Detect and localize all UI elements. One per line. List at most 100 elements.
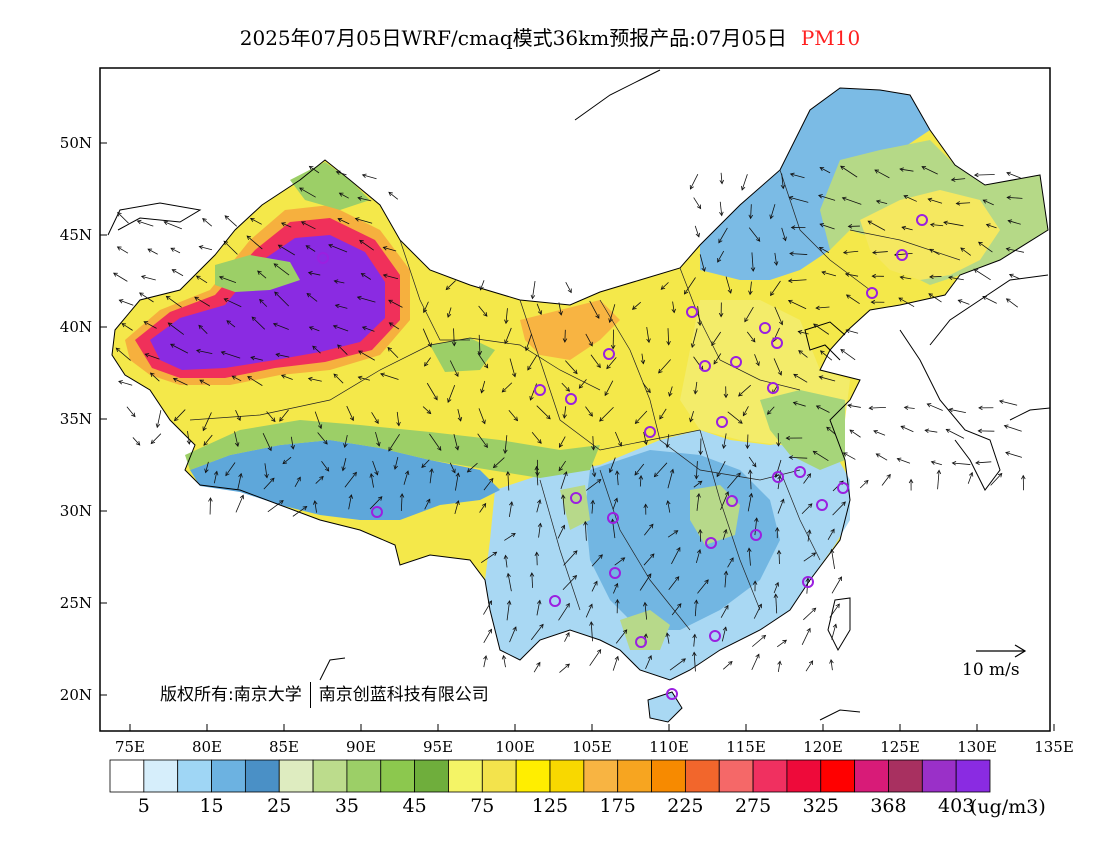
wind-arrow <box>301 221 316 230</box>
wind-arrow <box>196 350 213 354</box>
wind-arrowhead <box>447 398 452 403</box>
wind-arrow <box>584 521 587 541</box>
wind-arrow <box>113 272 128 282</box>
wind-arrow <box>590 621 593 642</box>
wind-arrowhead <box>139 292 144 297</box>
wind-arrowhead <box>196 348 201 354</box>
wind-arrowhead <box>279 417 284 422</box>
wind-arrow <box>751 252 754 272</box>
wind-arrowhead <box>290 445 295 450</box>
wind-arrow <box>504 533 516 541</box>
wind-arrow <box>749 281 752 295</box>
wind-arrow <box>793 402 806 407</box>
wind-arrowhead <box>172 377 178 382</box>
wind-arrowhead <box>774 581 780 587</box>
wind-arrow <box>335 304 348 309</box>
copyright-separator <box>309 682 311 708</box>
wind-arrowhead <box>647 573 652 579</box>
wind-arrow <box>644 602 648 620</box>
wind-arrowhead <box>341 466 346 472</box>
wind-arrowhead <box>250 355 255 361</box>
wind-arrowhead <box>483 443 488 448</box>
wind-arrow <box>226 320 236 328</box>
wind-arrow <box>118 380 133 386</box>
wind-arrowhead <box>950 177 956 182</box>
wind-arrow <box>312 345 321 354</box>
wind-arrow <box>840 349 856 361</box>
wind-arrow <box>801 503 813 515</box>
wind-arrowhead <box>565 602 570 608</box>
wind-arrow <box>172 269 184 277</box>
wind-arrow <box>281 222 292 228</box>
wind-arrow <box>480 280 485 290</box>
wind-arrow <box>830 659 833 671</box>
wind-arrowhead <box>638 474 644 480</box>
wind-arrow <box>813 323 830 335</box>
wind-arrowhead <box>356 295 362 301</box>
wind-arrowhead <box>692 651 697 657</box>
wind-arrow <box>643 431 647 445</box>
station-marker <box>767 382 779 394</box>
wind-arrowhead <box>752 580 758 585</box>
wind-arrow <box>1006 298 1019 308</box>
station-marker <box>666 688 678 700</box>
wind-arrow <box>720 491 729 511</box>
wind-arrow <box>1004 425 1022 432</box>
wind-arrowhead <box>596 363 601 369</box>
wind-arrow <box>424 499 431 510</box>
wind-arrowhead <box>296 476 301 482</box>
wind-arrowhead <box>622 629 628 634</box>
wind-arrowhead <box>875 453 881 458</box>
wind-arrow <box>635 410 648 424</box>
wind-arrowhead <box>426 498 431 504</box>
wind-arrow <box>150 433 162 444</box>
wind-arrowhead <box>1005 451 1010 456</box>
wind-arrow <box>869 406 886 409</box>
wind-arrow <box>357 296 376 303</box>
wind-arrow <box>654 462 668 477</box>
wind-arrow <box>693 480 703 488</box>
wind-arrow <box>532 281 536 299</box>
wind-arrow <box>306 293 318 302</box>
wind-arrowhead <box>634 419 640 425</box>
wind-arrow <box>132 437 141 446</box>
wind-arrow <box>538 523 541 538</box>
wind-arrowhead <box>840 349 845 354</box>
station-marker <box>534 384 546 396</box>
wind-arrowhead <box>806 473 812 478</box>
lon-label: 120E <box>803 738 843 756</box>
copyright-company: 南京创蓝科技有限公司 <box>318 685 489 705</box>
wind-arrow <box>975 461 992 464</box>
lon-label: 130E <box>957 738 997 756</box>
wind-arrowhead <box>847 403 852 408</box>
wind-arrow <box>266 411 276 422</box>
wind-arrowhead <box>754 517 759 522</box>
wind-arrow <box>219 276 237 283</box>
wind-arrowhead <box>208 497 213 502</box>
wind-arrow <box>221 351 241 359</box>
legend-swatch <box>312 759 348 793</box>
wind-arrow <box>952 462 971 465</box>
wind-arrow <box>565 281 572 293</box>
wind-arrow <box>203 434 213 446</box>
wind-arrow <box>658 359 671 374</box>
wind-arrowhead <box>689 184 694 190</box>
central-orange-area <box>520 300 620 360</box>
wind-arrowhead <box>929 274 934 280</box>
wind-arrow <box>257 270 267 279</box>
lon-label: 95E <box>423 738 453 756</box>
wind-arrow <box>355 218 373 224</box>
wind-arrowhead <box>998 399 1004 404</box>
wind-arrowhead <box>388 446 393 452</box>
wind-arrowhead <box>307 271 313 276</box>
wind-arrowhead <box>807 503 813 508</box>
wind-arrowhead <box>646 388 651 394</box>
wind-arrow <box>483 478 494 491</box>
wind-arrow <box>400 493 403 511</box>
wind-arrowhead <box>927 197 933 203</box>
wind-arrow <box>263 477 275 490</box>
wind-arrow <box>199 246 213 251</box>
tibet-green-band <box>185 420 600 478</box>
wind-arrowhead <box>358 350 363 355</box>
wind-arrow <box>299 187 316 198</box>
